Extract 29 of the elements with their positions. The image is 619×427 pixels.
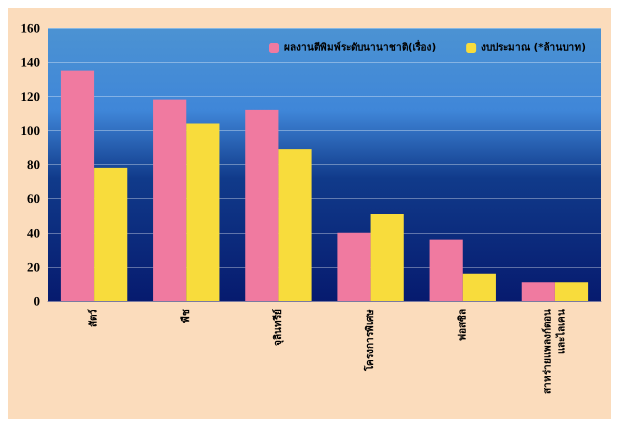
x-tick-label: ฟอสซิล — [456, 309, 468, 341]
y-tick-label: 80 — [27, 157, 40, 172]
x-tick-label: สาหร่ายแพลงก์ตอน และไลเคน — [541, 309, 568, 394]
y-tick-label: 140 — [20, 54, 40, 70]
y-tick-label: 160 — [20, 20, 40, 36]
bar — [278, 149, 312, 301]
bar — [554, 282, 588, 301]
x-tick-label: สัตว์ — [88, 309, 100, 327]
y-tick-label: 40 — [27, 225, 40, 240]
x-tick-label: จุลินทรีย์ — [272, 309, 284, 346]
y-tick-label: 120 — [20, 88, 40, 104]
bar — [430, 240, 463, 301]
bar — [60, 70, 94, 301]
x-tick-label: พืช — [180, 309, 192, 323]
y-tick-label: 20 — [27, 259, 40, 274]
bar — [153, 100, 186, 301]
bar — [337, 232, 371, 301]
y-tick-label: 60 — [27, 191, 40, 206]
x-tick-label: โครงการพิเศษ — [363, 309, 376, 372]
bar — [245, 110, 278, 301]
bar — [94, 168, 128, 301]
legend-label: ผลงานตีพิมพ์ระดับนานาชาติ(เรื่อง) — [284, 40, 436, 54]
bar — [522, 282, 555, 301]
bar — [462, 274, 496, 301]
bar — [370, 214, 404, 301]
y-tick-label: 100 — [20, 122, 40, 138]
y-tick-label: 0 — [34, 294, 40, 308]
bar — [186, 124, 220, 301]
legend-label: งบประมาณ (*ล้านบาท) — [481, 42, 586, 54]
